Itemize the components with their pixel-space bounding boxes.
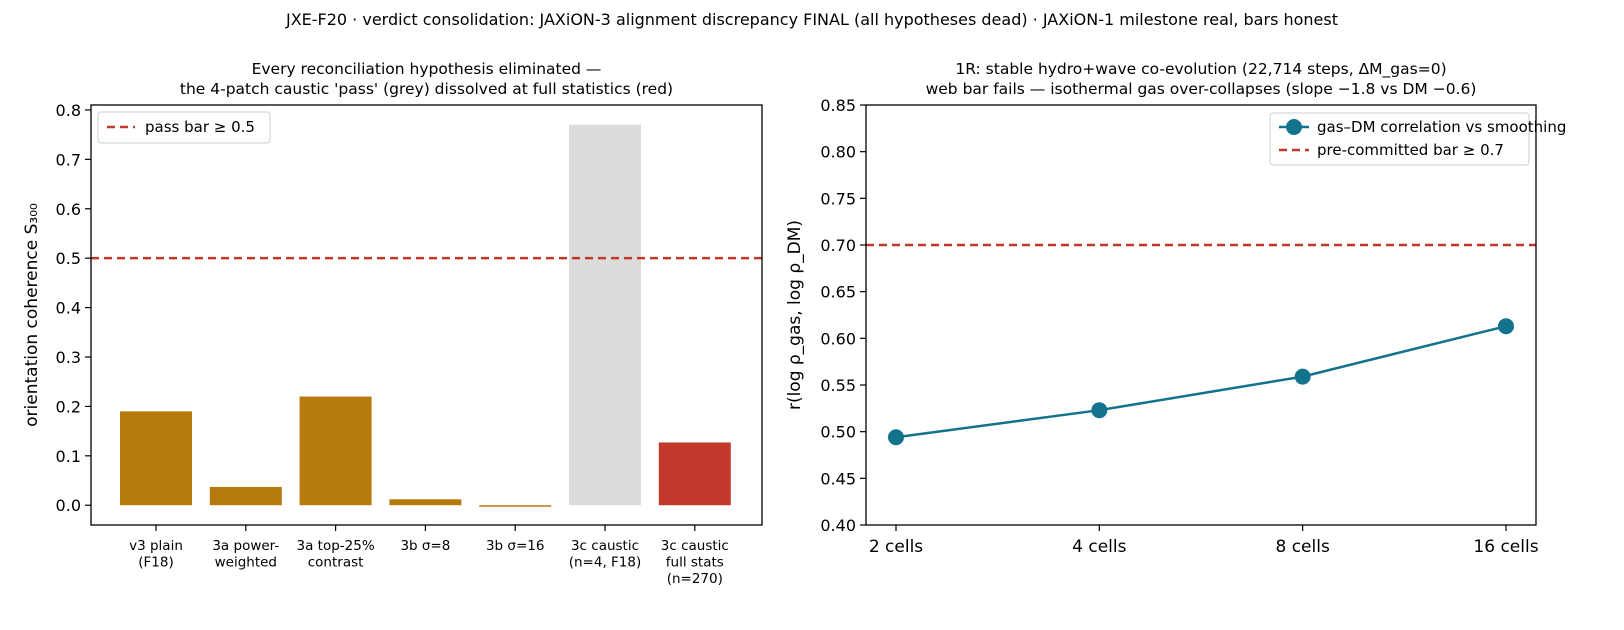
left-x-tick-label: (F18)	[138, 555, 173, 571]
right-chart-y-axis-label: r(log ρ_gas, log ρ_DM)	[785, 220, 805, 410]
data-point	[1294, 368, 1311, 385]
data-point	[1498, 318, 1514, 335]
right-x-tick-label: 4 cells	[1072, 537, 1126, 557]
left-y-tick-label: 0.1	[56, 447, 81, 466]
right-y-tick-label: 0.50	[820, 423, 856, 442]
bar	[299, 396, 372, 506]
left-x-tick-label: 3c caustic	[661, 538, 729, 554]
left-chart-legend: pass bar ≥ 0.5	[97, 111, 271, 144]
left-x-tick-label: contrast	[308, 555, 364, 571]
left-legend-label: pass bar ≥ 0.5	[145, 118, 255, 136]
right-x-tick-label: 2 cells	[869, 537, 923, 557]
left-x-tick-label: 3a power-	[212, 538, 279, 554]
right-chart-title-line-2: web bar fails — isothermal gas over-coll…	[926, 80, 1477, 98]
left-chart-axes-frame	[90, 104, 763, 526]
left-chart-y-axis-label: orientation coherence S₃₀₀	[22, 203, 42, 427]
right-y-tick-label: 0.70	[820, 236, 856, 255]
left-y-tick-label: 0.5	[56, 249, 81, 268]
bar	[479, 505, 552, 507]
right-line-chart: 1R: stable hydro+wave co-evolution (22,7…	[785, 60, 1566, 557]
left-y-tick-label: 0.4	[56, 299, 81, 318]
left-x-tick-label: 3b σ=16	[486, 538, 545, 554]
right-x-tick-label: 8 cells	[1275, 537, 1329, 557]
left-x-tick-label: (n=270)	[667, 571, 723, 587]
right-y-tick-label: 0.60	[820, 329, 856, 348]
left-x-tick-label: full stats	[666, 555, 724, 571]
bar	[209, 486, 282, 506]
bar	[389, 499, 462, 506]
left-y-tick-label: 0.3	[56, 348, 81, 367]
right-chart-series	[888, 318, 1514, 446]
left-y-tick-label: 0.7	[56, 150, 81, 169]
right-y-tick-label: 0.85	[820, 96, 856, 115]
left-chart-title-line-2: the 4-patch caustic 'pass' (grey) dissol…	[180, 80, 673, 98]
data-point	[888, 429, 904, 446]
right-y-tick-label: 0.75	[820, 189, 856, 208]
right-legend-series-swatch-marker	[1286, 119, 1302, 135]
right-legend-series-label: gas–DM correlation vs smoothing	[1317, 118, 1566, 136]
right-y-tick-label: 0.40	[820, 516, 856, 535]
left-y-tick-label: 0.2	[56, 397, 81, 416]
bar	[658, 442, 731, 506]
right-y-tick-label: 0.65	[820, 283, 856, 302]
left-x-tick-label: v3 plain	[129, 538, 183, 554]
left-chart-x-ticks: v3 plain(F18) 3a power-weighted 3a top-25%…	[129, 525, 729, 587]
left-y-tick-label: 0.8	[56, 101, 81, 120]
right-chart-title-line-1: 1R: stable hydro+wave co-evolution (22,7…	[955, 60, 1446, 79]
right-y-tick-label: 0.45	[820, 469, 856, 488]
right-chart-x-ticks: 2 cells 4 cells 8 cells 16 cells	[869, 525, 1539, 557]
right-y-tick-label: 0.80	[820, 143, 856, 162]
left-bar-chart: Every reconciliation hypothesis eliminat…	[22, 60, 763, 587]
right-x-tick-label: 16 cells	[1473, 537, 1538, 557]
left-chart-bars	[120, 124, 731, 507]
right-legend-box	[1269, 112, 1530, 166]
right-chart-axes-frame	[865, 104, 1537, 526]
left-x-tick-label: weighted	[215, 555, 277, 571]
left-legend-box	[97, 111, 271, 144]
series-line	[895, 324, 1507, 439]
left-chart-y-ticks: 0.0 0.1 0.2 0.3 0.4 0.5 0.6 0.7 0.8	[56, 101, 91, 515]
right-y-tick-label: 0.55	[820, 376, 856, 395]
figure-suptitle: JXE-F20 · verdict consolidation: JAXiON-…	[285, 10, 1338, 29]
left-y-tick-label: 0.0	[56, 496, 81, 515]
bar	[569, 124, 641, 506]
right-chart-legend: gas–DM correlation vs smoothing pre-comm…	[1269, 112, 1566, 166]
right-legend-bar-label: pre-committed bar ≥ 0.7	[1317, 141, 1504, 159]
left-chart-title-line-1: Every reconciliation hypothesis eliminat…	[252, 60, 602, 78]
left-x-tick-label: 3b σ=8	[400, 538, 450, 554]
right-chart-y-ticks: 0.40 0.45 0.50 0.55 0.60 0.65 0.70 0.75 0.80 0.85	[820, 96, 866, 535]
left-x-tick-label: (n=4, F18)	[569, 555, 642, 571]
data-point	[1091, 402, 1108, 419]
bar	[120, 411, 192, 506]
left-y-tick-label: 0.6	[56, 200, 81, 219]
left-x-tick-label: 3a top-25%	[297, 538, 375, 554]
left-x-tick-label: 3c caustic	[571, 538, 639, 554]
